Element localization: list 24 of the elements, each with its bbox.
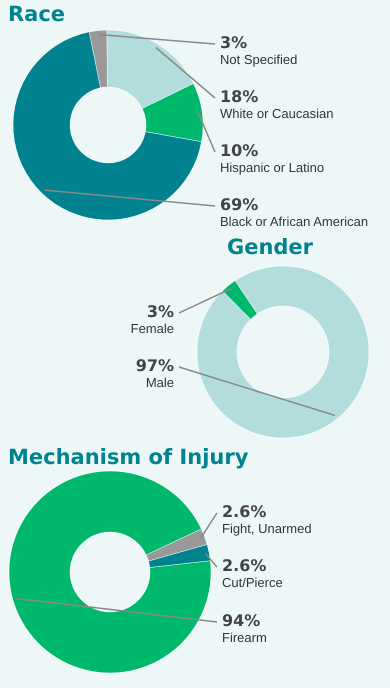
data-label: 69% xyxy=(220,195,258,214)
slice-label: Black or African American xyxy=(220,214,368,229)
data-label: 3% xyxy=(146,302,174,321)
chart-title: Gender xyxy=(226,235,314,259)
data-label: 2.6% xyxy=(222,502,266,521)
donut-slice xyxy=(12,32,202,220)
data-label: 10% xyxy=(220,141,258,160)
data-label: 2.6% xyxy=(222,556,266,575)
data-label: 18% xyxy=(220,87,258,106)
slice-label: White or Caucasian xyxy=(220,106,334,121)
slice-label: Male xyxy=(146,375,174,390)
chart-title: Mechanism of Injury xyxy=(8,445,249,469)
slice-label: Firearm xyxy=(222,630,267,645)
data-label: 94% xyxy=(222,611,260,630)
donut-slice xyxy=(196,266,370,438)
chart-title: Race xyxy=(8,2,66,26)
donut-slice xyxy=(8,470,212,674)
slice-label: Not Specified xyxy=(220,52,298,67)
slice-label: Cut/Pierce xyxy=(222,575,283,590)
data-label: 3% xyxy=(220,33,248,52)
slice-label: Fight, Unarmed xyxy=(222,521,312,536)
slice-label: Hispanic or Latino xyxy=(220,160,324,175)
data-label: 97% xyxy=(136,356,174,375)
slice-label: Female xyxy=(130,321,174,336)
